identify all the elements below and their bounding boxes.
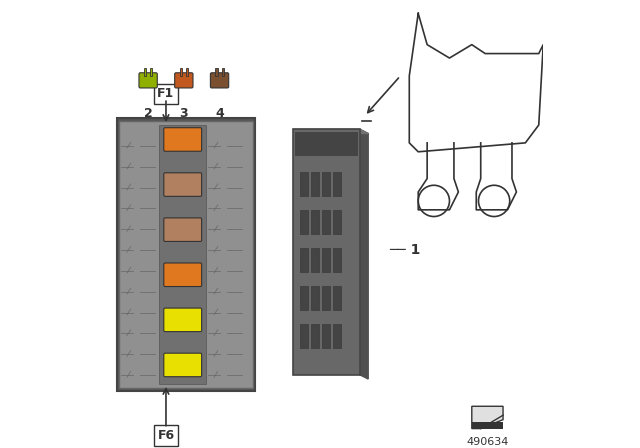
Bar xyxy=(311,248,319,272)
Bar xyxy=(333,286,341,310)
Bar xyxy=(159,125,206,384)
FancyBboxPatch shape xyxy=(139,73,157,88)
FancyBboxPatch shape xyxy=(164,128,202,151)
Text: 490634: 490634 xyxy=(466,437,509,447)
Bar xyxy=(333,172,341,196)
Bar xyxy=(322,248,330,272)
Text: F1: F1 xyxy=(157,87,175,100)
Text: ── 1: ── 1 xyxy=(389,243,420,257)
Bar xyxy=(144,68,146,76)
Bar xyxy=(150,68,152,76)
Bar xyxy=(186,68,188,76)
Text: 3: 3 xyxy=(180,108,188,121)
Bar xyxy=(311,210,319,234)
Bar xyxy=(322,210,330,234)
Bar xyxy=(296,132,358,156)
Polygon shape xyxy=(360,129,368,379)
FancyBboxPatch shape xyxy=(164,173,202,196)
Bar xyxy=(311,172,319,196)
Bar xyxy=(300,210,308,234)
Bar xyxy=(300,248,308,272)
Bar xyxy=(311,286,319,310)
Bar xyxy=(300,172,308,196)
Text: 2: 2 xyxy=(144,108,152,121)
FancyBboxPatch shape xyxy=(164,218,202,241)
FancyBboxPatch shape xyxy=(164,263,202,287)
Text: F6: F6 xyxy=(157,429,175,442)
FancyBboxPatch shape xyxy=(211,73,228,88)
Bar xyxy=(221,68,224,76)
Bar xyxy=(322,323,330,348)
Bar xyxy=(311,323,319,348)
Bar xyxy=(215,68,218,76)
Bar xyxy=(322,172,330,196)
Bar xyxy=(117,118,255,391)
Polygon shape xyxy=(472,406,503,429)
Text: 4: 4 xyxy=(215,108,224,121)
Bar xyxy=(293,129,360,375)
Bar xyxy=(333,210,341,234)
FancyBboxPatch shape xyxy=(164,308,202,332)
Bar xyxy=(300,323,308,348)
Bar xyxy=(300,286,308,310)
Bar xyxy=(180,68,182,76)
Bar xyxy=(333,248,341,272)
Bar xyxy=(119,121,253,388)
Bar xyxy=(333,323,341,348)
FancyBboxPatch shape xyxy=(175,73,193,88)
Polygon shape xyxy=(293,129,368,134)
Bar xyxy=(472,422,503,429)
FancyBboxPatch shape xyxy=(164,353,202,377)
Bar xyxy=(322,286,330,310)
